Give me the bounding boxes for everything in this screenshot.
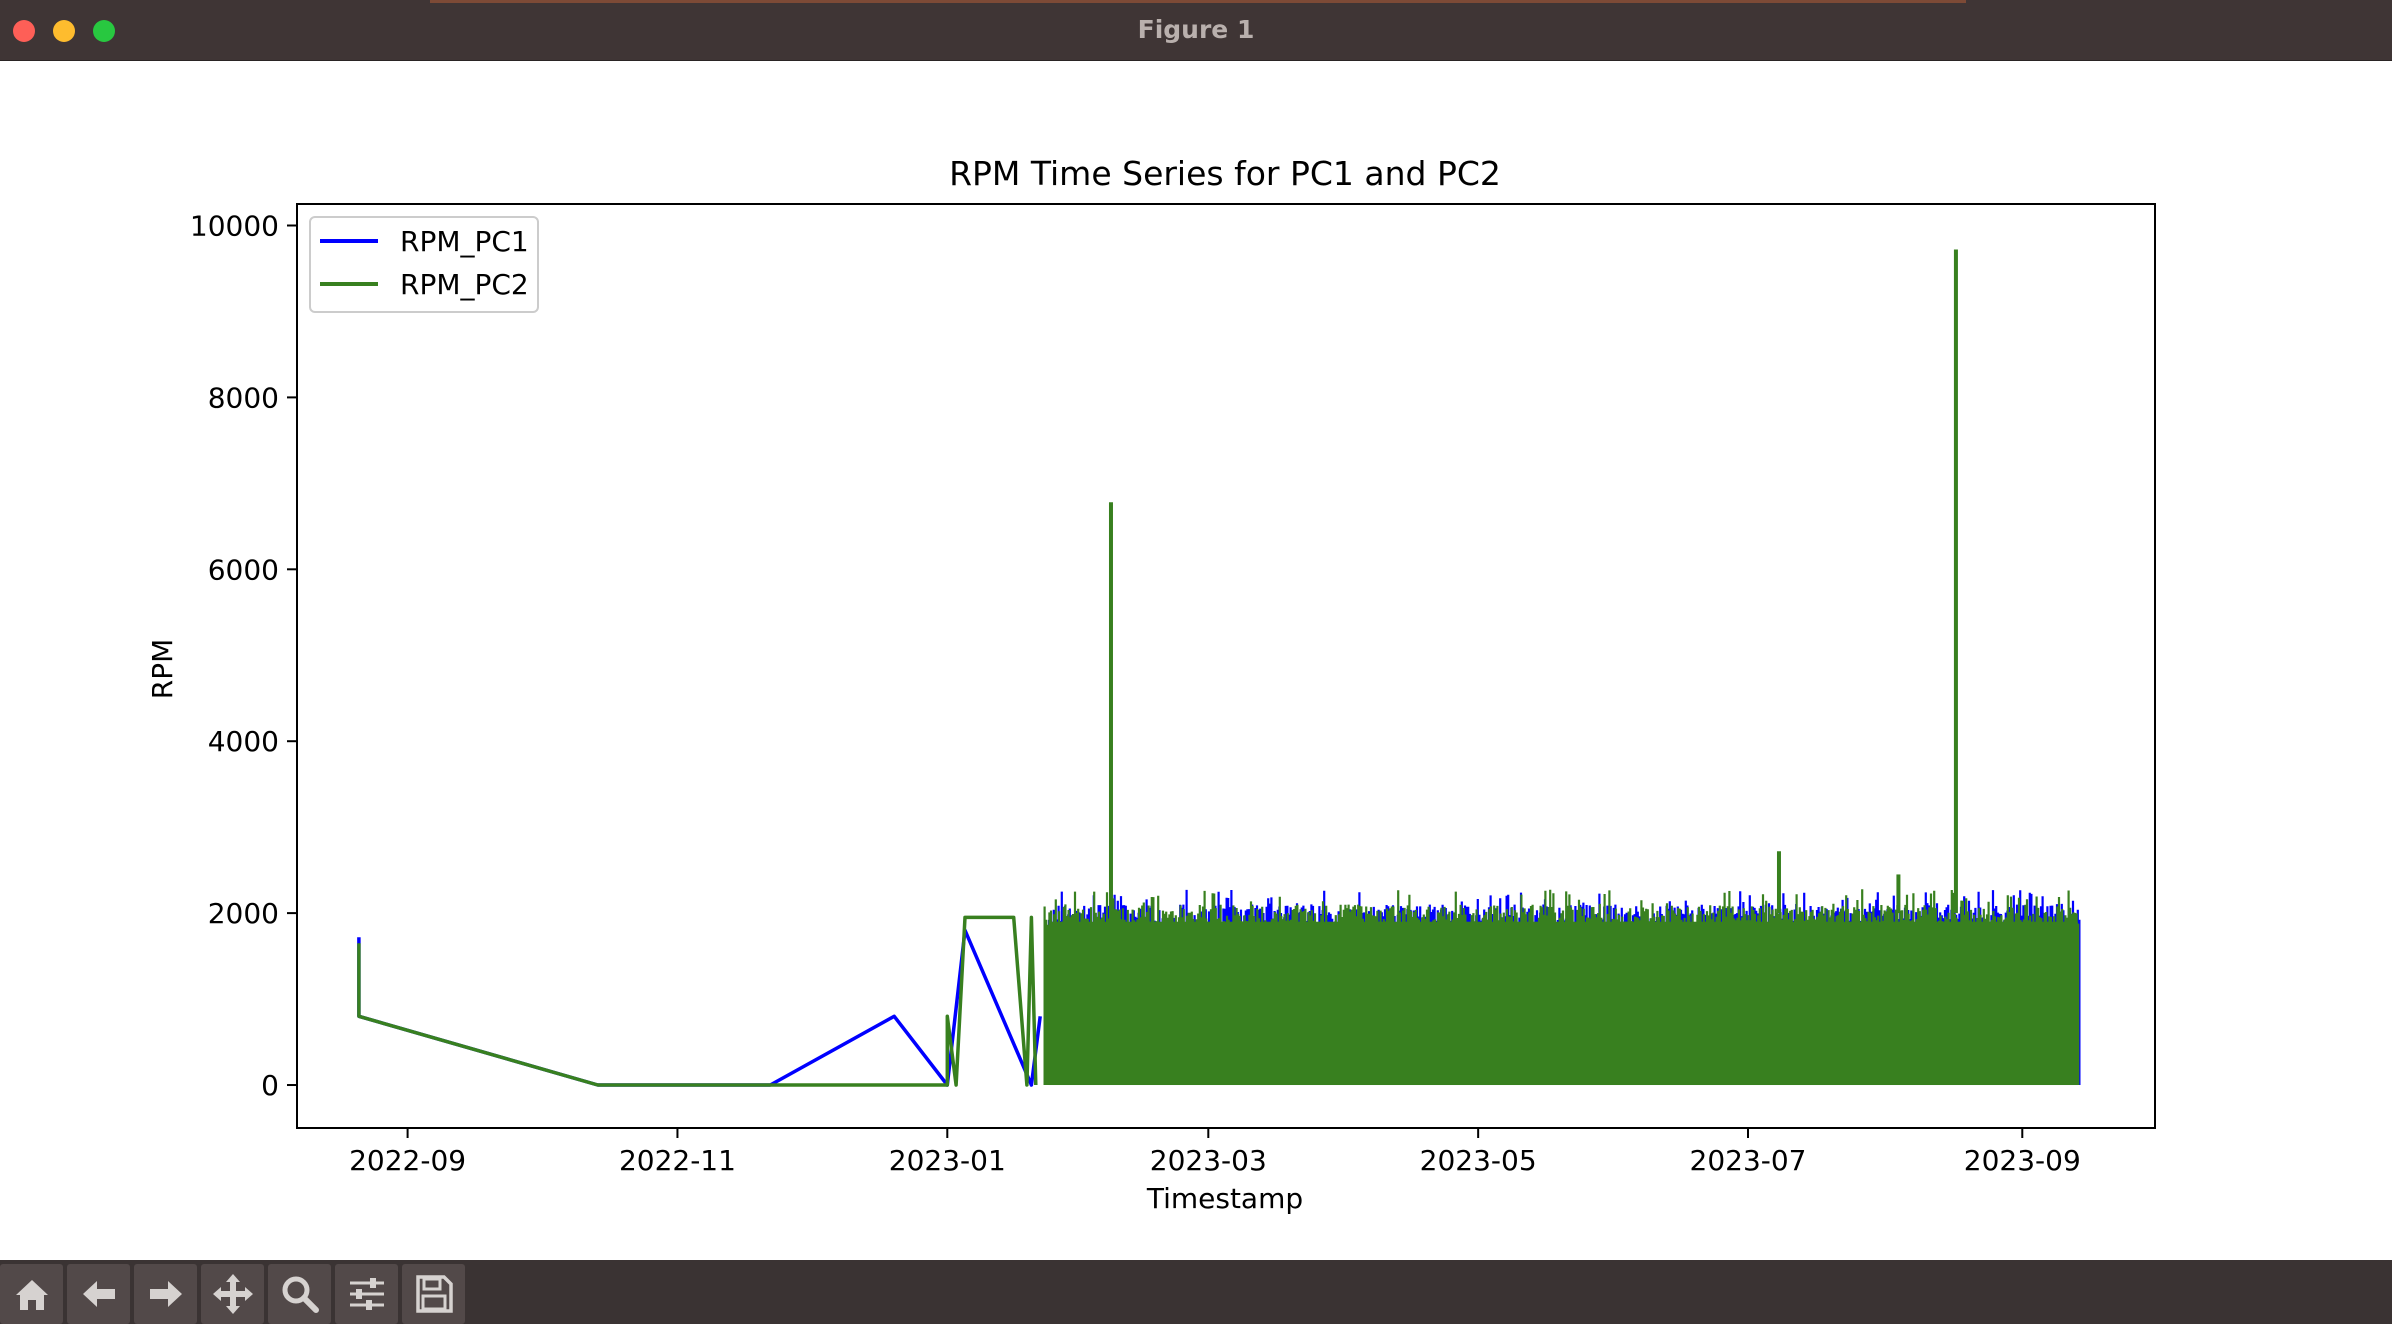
forward-button[interactable] (134, 1264, 197, 1324)
save-disk-icon (415, 1275, 453, 1313)
y-axis-label: RPM (146, 639, 179, 700)
x-tick-label-6: 2023-09 (1964, 1144, 2081, 1177)
legend: RPM_PC1 RPM_PC2 (309, 216, 539, 313)
axis-ticks: 2022-09 2022-11 2023-01 2023-03 2023-05 2023-… (190, 209, 2081, 1177)
configure-subplots-icon (349, 1278, 384, 1310)
series-band-core-rpm-pc2 (1048, 921, 2078, 1086)
y-tick-label-3: 6000 (208, 553, 279, 586)
series-line-rpm-pc1 (357, 928, 1042, 1087)
y-tick-label-0: 0 (261, 1069, 279, 1102)
back-button[interactable] (67, 1264, 130, 1324)
pan-move-icon (212, 1274, 253, 1314)
home-icon (15, 1280, 48, 1310)
x-axis-label: Timestamp (1146, 1182, 1303, 1215)
save-button[interactable] (402, 1264, 465, 1324)
y-tick-label-4: 8000 (208, 381, 279, 414)
chart-title: RPM Time Series for PC1 and PC2 (949, 154, 1501, 193)
y-tick-label-5: 10000 (190, 209, 279, 242)
x-tick-label-2: 2023-01 (889, 1144, 1006, 1177)
minimize-window-button[interactable] (53, 20, 75, 42)
rpm-chart: RPM Time Series for PC1 and PC2 Timestam… (146, 154, 2156, 1215)
x-tick-label-4: 2023-05 (1420, 1144, 1537, 1177)
x-tick-label-0: 2022-09 (349, 1144, 466, 1177)
pan-button[interactable] (201, 1264, 264, 1324)
back-arrow-icon (82, 1281, 115, 1307)
titlebar-accent (430, 0, 1966, 3)
x-tick-label-1: 2022-11 (619, 1144, 736, 1177)
figure-canvas: RPM Time Series for PC1 and PC2 Timestam… (0, 61, 2392, 1260)
x-tick-label-3: 2023-03 (1150, 1144, 1267, 1177)
navigation-toolbar (0, 1260, 2392, 1324)
close-window-button[interactable] (13, 20, 35, 42)
legend-label-rpm-pc2: RPM_PC2 (400, 268, 529, 301)
y-tick-label-2: 4000 (208, 725, 279, 758)
window-titlebar: Figure 1 (0, 0, 2392, 61)
zoom-button[interactable] (268, 1264, 331, 1324)
series-line-rpm-pc2 (357, 915, 1038, 1087)
window-title: Figure 1 (1137, 15, 1255, 44)
plot-area (357, 249, 2081, 1087)
subplots-button[interactable] (335, 1264, 398, 1324)
home-button[interactable] (0, 1264, 63, 1324)
forward-arrow-icon (149, 1281, 182, 1307)
zoom-magnifier-icon (282, 1276, 319, 1313)
maximize-window-button[interactable] (93, 20, 115, 42)
legend-label-rpm-pc1: RPM_PC1 (400, 225, 529, 258)
y-tick-label-1: 2000 (208, 897, 279, 930)
x-tick-label-5: 2023-07 (1690, 1144, 1807, 1177)
axes-frame (296, 203, 2156, 1129)
